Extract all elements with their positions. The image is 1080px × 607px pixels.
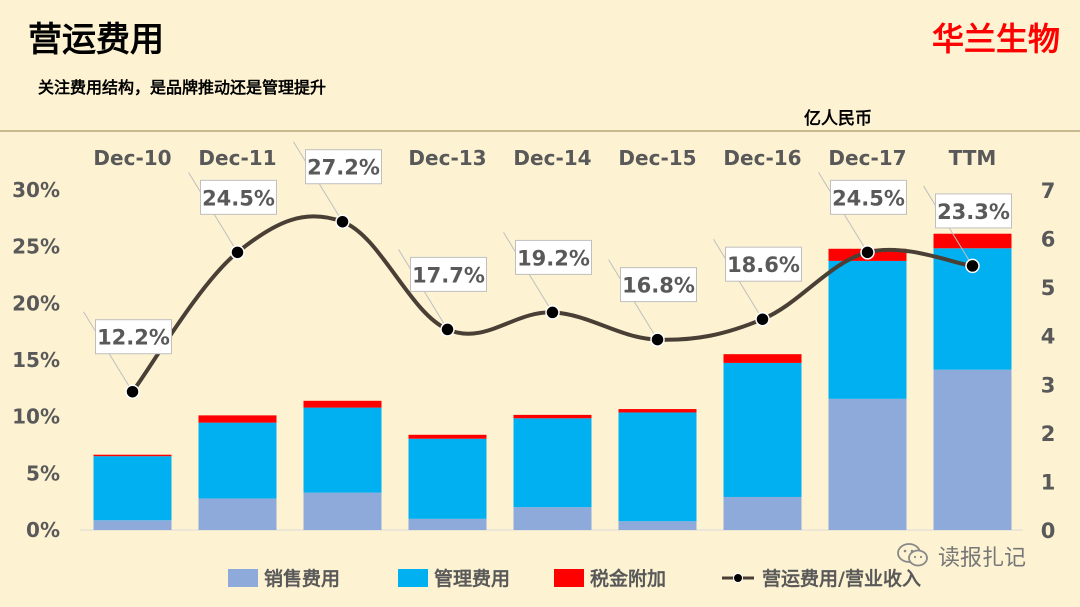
y-right-tick-label: 0 xyxy=(1041,519,1056,543)
data-label: 12.2% xyxy=(97,326,170,350)
bar-segment xyxy=(723,354,802,363)
y-left-tick-label: 20% xyxy=(12,291,60,315)
data-label: 16.8% xyxy=(622,274,695,298)
legend-swatch xyxy=(554,569,584,587)
bar-segment xyxy=(408,438,487,519)
header: 营运费用 华兰生物 关注费用结构，是品牌推动还是管理提升 亿人民币 xyxy=(0,0,1080,130)
data-label-box xyxy=(200,179,277,215)
unit-label: 亿人民币 xyxy=(804,109,872,129)
bar-segment xyxy=(303,492,382,530)
y-left-tick-label: 10% xyxy=(12,405,60,429)
bar-segment xyxy=(303,407,382,493)
bar-segment xyxy=(828,398,907,530)
bar-segment xyxy=(408,518,487,530)
data-label-box xyxy=(830,179,907,215)
ratio-point xyxy=(335,214,350,229)
brand-name: 华兰生物 xyxy=(931,20,1060,58)
ratio-point xyxy=(545,305,560,320)
bar-segment xyxy=(933,233,1012,249)
data-label-box xyxy=(305,149,382,185)
y-left-tick-label: 5% xyxy=(26,461,60,485)
legend-swatch xyxy=(398,569,428,587)
ratio-point xyxy=(965,258,980,274)
y-right-tick-label: 3 xyxy=(1041,373,1056,397)
data-label-box xyxy=(620,267,697,303)
bar-segment xyxy=(618,412,697,522)
x-tick-label: Dec-17 xyxy=(828,146,906,170)
x-tick-label: Dec-10 xyxy=(93,146,171,170)
bar-segment xyxy=(933,369,1012,530)
page-title: 营运费用 xyxy=(28,20,164,60)
data-label-box xyxy=(515,239,592,275)
y-right-tick-label: 4 xyxy=(1041,325,1056,349)
y-right-tick-label: 7 xyxy=(1041,179,1056,203)
watermark-text: 读报扎记 xyxy=(938,546,1027,571)
legend-label: 销售费用 xyxy=(264,567,340,590)
y-right-tick-label: 5 xyxy=(1041,276,1056,300)
y-left-tick-label: 30% xyxy=(12,178,60,202)
bar-segment xyxy=(198,498,277,530)
legend-label: 税金附加 xyxy=(590,567,666,590)
data-label: 18.6% xyxy=(727,253,800,277)
x-tick-label: Dec-11 xyxy=(198,146,276,170)
legend-label: 营运费用/营业收入 xyxy=(762,567,921,590)
y-left-tick-label: 25% xyxy=(12,235,60,259)
data-label: 27.2% xyxy=(307,156,380,180)
bar-segment xyxy=(723,362,802,497)
subtitle: 关注费用结构，是品牌推动还是管理提升 xyxy=(38,78,327,97)
legend-label: 管理费用 xyxy=(434,567,510,590)
y-right-tick-label: 1 xyxy=(1041,470,1056,494)
x-tick-label: Dec-15 xyxy=(618,146,696,170)
bar-segment xyxy=(513,507,592,530)
bar-segment xyxy=(618,409,697,413)
x-tick-label: TTM xyxy=(949,146,997,170)
y-right-tick-label: 2 xyxy=(1041,422,1056,446)
header-divider xyxy=(0,130,1080,132)
x-tick-label: Dec-13 xyxy=(408,146,486,170)
bar-segment xyxy=(198,422,277,499)
wechat-icon xyxy=(897,543,928,567)
data-label-box xyxy=(935,193,1012,229)
data-label: 19.2% xyxy=(517,246,590,270)
ratio-point xyxy=(650,332,665,347)
x-tick-label: Dec-16 xyxy=(723,146,801,170)
data-label: 17.7% xyxy=(412,263,485,287)
bar-segment xyxy=(513,418,592,508)
y-left-tick-label: 0% xyxy=(26,518,60,542)
bar-segment xyxy=(513,414,592,419)
y-left-tick-label: 15% xyxy=(12,348,60,372)
data-label-box xyxy=(410,256,487,292)
y-right-tick-label: 6 xyxy=(1041,228,1056,252)
legend-swatch xyxy=(228,569,258,587)
data-label-box xyxy=(95,319,172,355)
data-label: 24.5% xyxy=(832,186,905,210)
bar-segment xyxy=(93,454,172,457)
x-tick-label: Dec-14 xyxy=(513,146,591,170)
data-label: 24.5% xyxy=(202,186,275,210)
ratio-point xyxy=(230,245,245,260)
ratio-point xyxy=(755,311,770,327)
ratio-point xyxy=(440,322,455,337)
bar-segment xyxy=(93,520,172,530)
bar-segment xyxy=(828,260,907,399)
legend-line-marker xyxy=(733,573,743,583)
data-label-box xyxy=(725,246,802,282)
bar-segment xyxy=(303,400,382,408)
ratio-point xyxy=(860,245,875,260)
ratio-point xyxy=(125,384,140,399)
bar-segment xyxy=(198,415,277,423)
data-label: 23.3% xyxy=(937,200,1010,224)
bar-segment xyxy=(93,456,172,521)
bar-segment xyxy=(408,434,487,439)
ratio-line xyxy=(130,214,975,394)
bar-segment xyxy=(618,521,697,530)
bar-segment xyxy=(723,496,802,530)
